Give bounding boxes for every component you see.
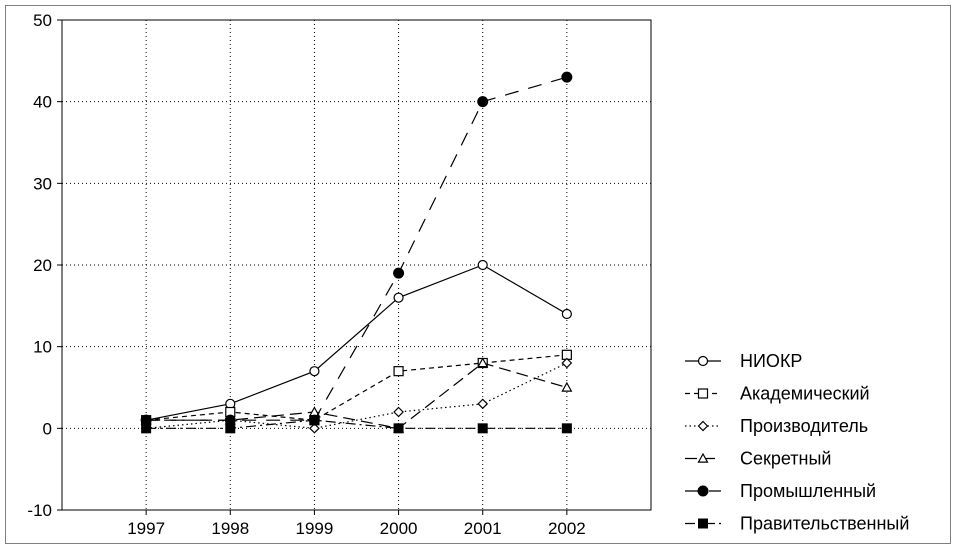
data-point [393, 406, 404, 418]
legend-label: Секретный [740, 449, 832, 469]
data-point [477, 96, 489, 108]
series-6 [141, 415, 572, 434]
x-tick-label: 1997 [127, 519, 165, 538]
x-tick-label: 2000 [380, 519, 418, 538]
x-tick-label: 1998 [211, 519, 249, 538]
data-point [561, 381, 573, 392]
data-point [141, 423, 152, 434]
data-point [477, 259, 488, 271]
data-point [309, 415, 320, 426]
series-line [146, 362, 568, 429]
legend-label: НИОКР [740, 351, 802, 371]
y-tick-label: 0 [43, 419, 52, 438]
data-point [393, 366, 404, 377]
data-point [561, 71, 573, 83]
data-point [477, 357, 489, 368]
legend-label: Промышленный [740, 481, 876, 501]
legend-swatch-marker [697, 452, 709, 463]
series-line [146, 76, 568, 421]
data-point [561, 423, 572, 434]
y-tick-label: 30 [33, 174, 52, 193]
y-tick-label: 50 [33, 11, 52, 30]
data-point [561, 357, 573, 369]
legend-item: Производитель [685, 416, 868, 436]
legend-swatch-marker [697, 355, 709, 367]
data-point [477, 398, 489, 410]
y-tick-label: 40 [33, 93, 52, 112]
legend-label: Академический [740, 384, 870, 404]
legend: НИОКР Академический Производитель Секретный… [685, 351, 909, 534]
legend-item: Секретный [685, 449, 832, 469]
data-point [393, 292, 404, 303]
legend-item: Правительственный [685, 514, 909, 534]
legend-item: НИОКР [685, 351, 802, 371]
y-tick-label: -10 [27, 501, 52, 520]
x-tick-label: 2001 [464, 519, 502, 538]
data-point [309, 366, 320, 377]
x-tick-label: 1999 [296, 519, 334, 538]
y-tick-label: 10 [33, 338, 52, 357]
series-line [146, 354, 567, 421]
legend-label: Правительственный [740, 514, 909, 534]
x-tick-label: 2002 [548, 519, 586, 538]
data-point [393, 267, 405, 279]
data-point [309, 422, 320, 434]
y-tick-label: 20 [33, 256, 52, 275]
legend-swatch-marker [698, 518, 708, 529]
legend-label: Производитель [740, 416, 868, 436]
data-point [225, 423, 236, 434]
legend-swatch-marker [697, 485, 709, 497]
data-point [477, 423, 488, 434]
series-line [146, 264, 568, 421]
legend-item: Академический [685, 384, 870, 404]
data-point [561, 308, 572, 320]
legend-swatch-marker [697, 420, 709, 432]
legend-swatch-marker [697, 388, 709, 399]
legend-item: Промышленный [685, 481, 876, 501]
data-point [393, 423, 404, 434]
